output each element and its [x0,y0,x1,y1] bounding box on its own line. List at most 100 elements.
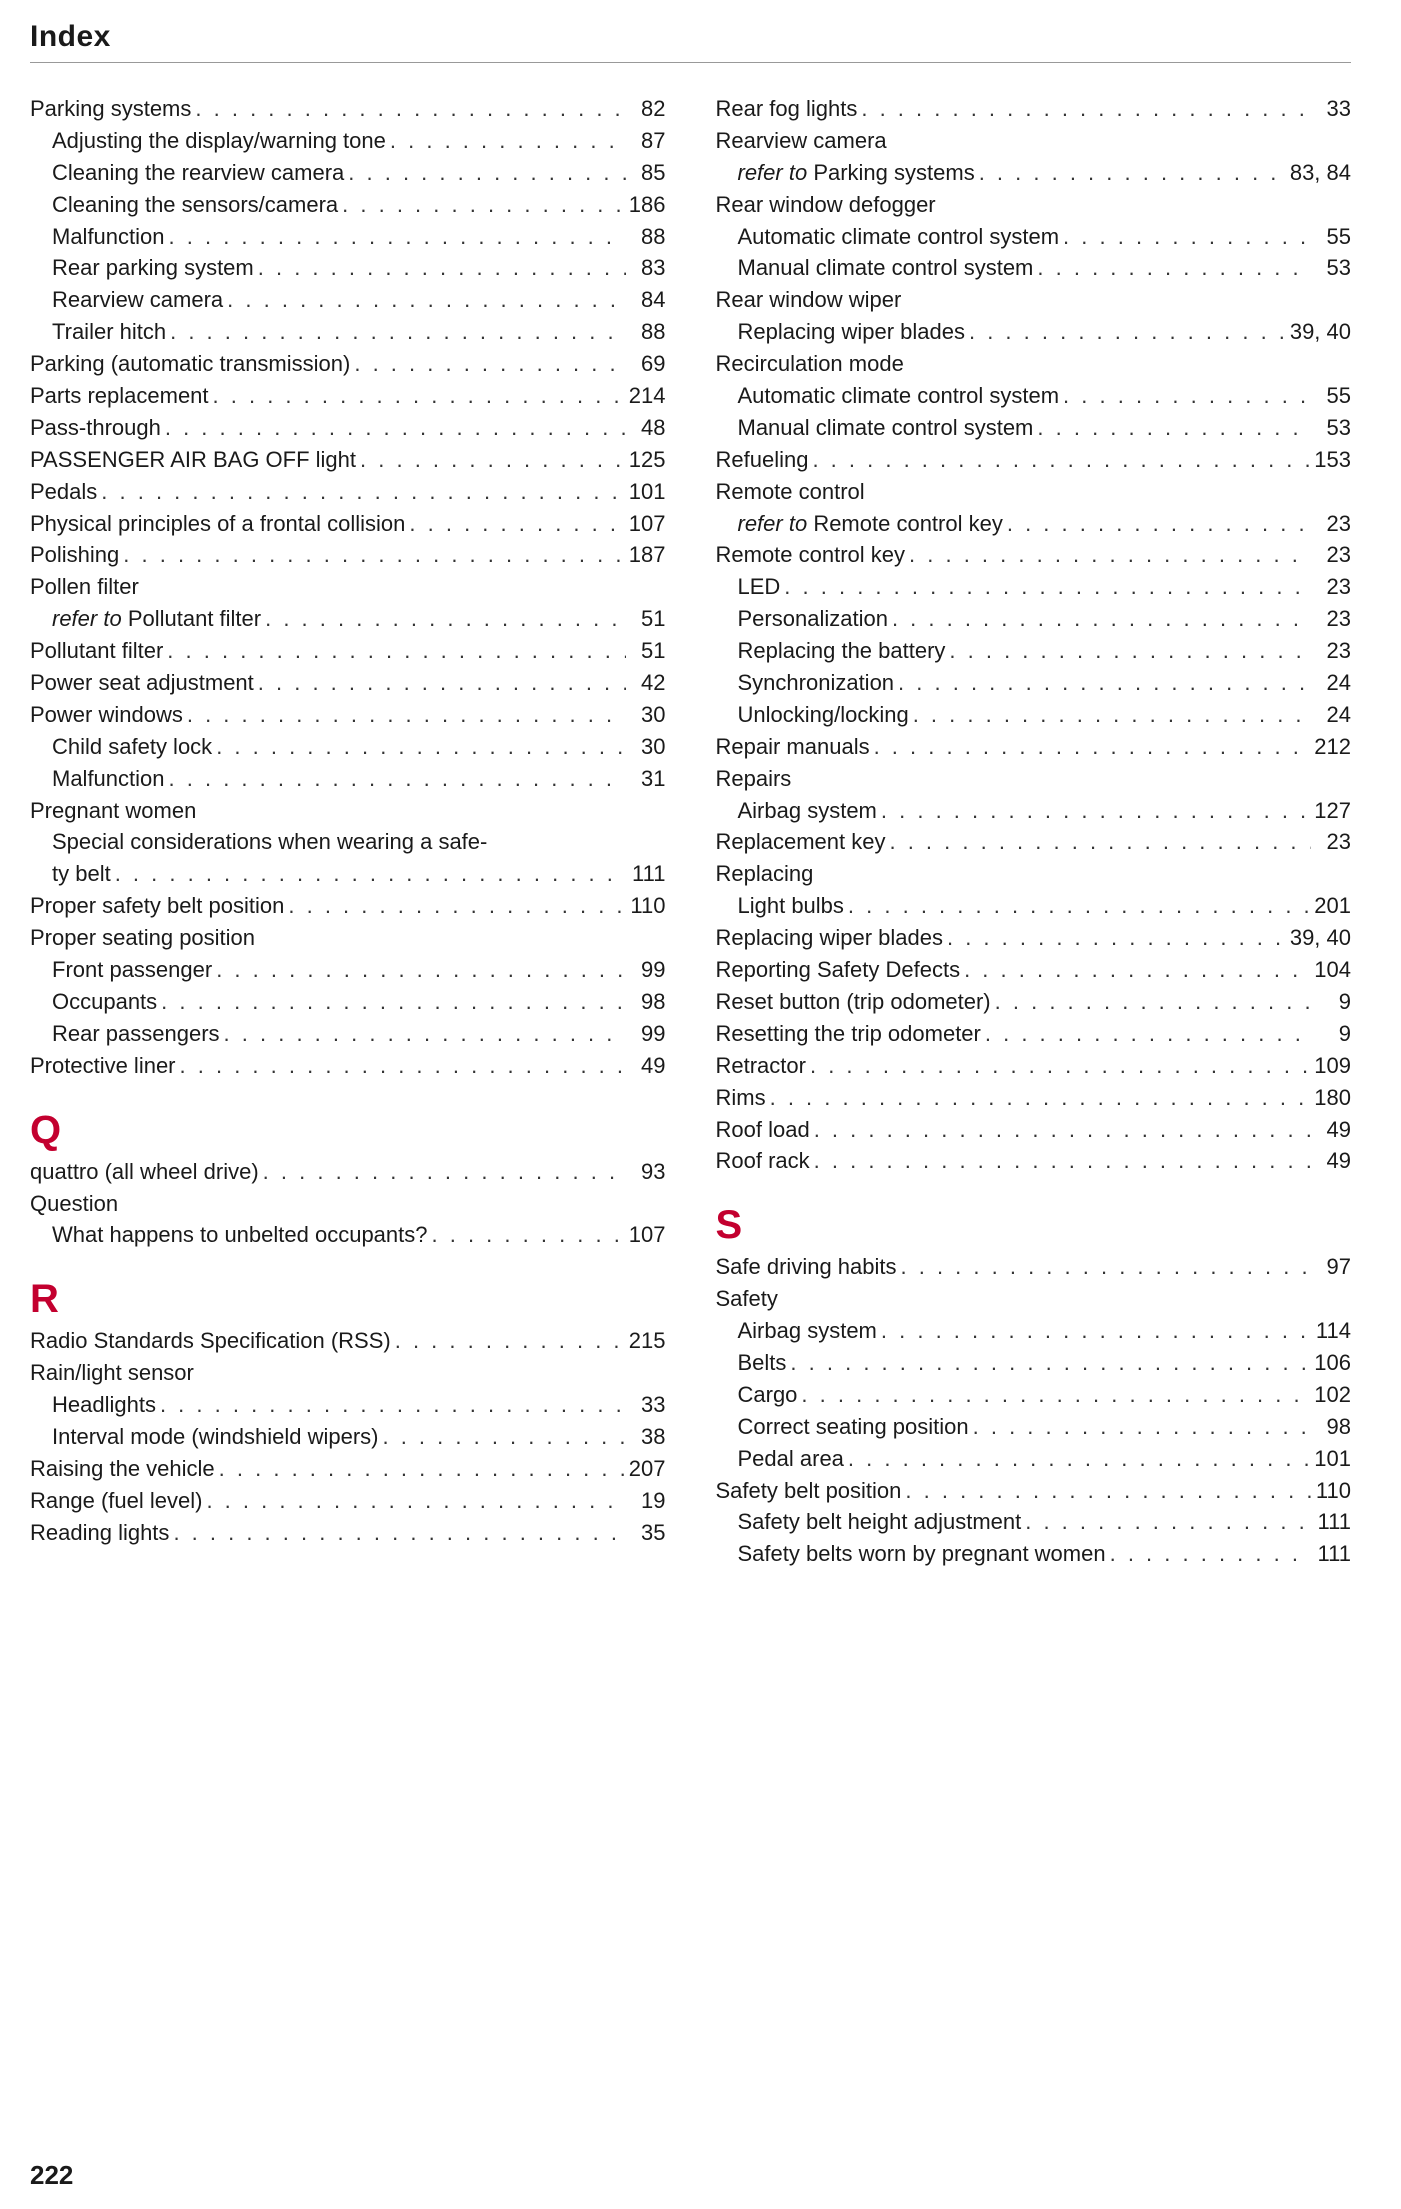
index-label-text: Belts [738,1350,787,1375]
leader-dots: . . . . . . . . . . . . . . . . . . . . … [165,763,626,795]
index-label: Safe driving habits [716,1251,897,1283]
index-label-text: Trailer hitch [52,319,166,344]
index-entry: Airbag system. . . . . . . . . . . . . .… [716,1315,1352,1347]
index-page: 215 [625,1325,666,1357]
leader-dots: . . . . . . . . . . . . . . . . . . . . … [897,1251,1312,1283]
leader-dots: . . . . . . . . . . . . . . . . . . . . … [215,1453,625,1485]
index-page: 49 [1311,1145,1351,1177]
index-label: PASSENGER AIR BAG OFF light [30,444,356,476]
index-page: 84 [626,284,666,316]
index-label: Cleaning the sensors/camera [52,189,338,221]
index-entry: Belts. . . . . . . . . . . . . . . . . .… [716,1347,1352,1379]
index-entry: Airbag system. . . . . . . . . . . . . .… [716,795,1352,827]
index-label-text: Safety belts worn by pregnant women [738,1541,1106,1566]
index-label-text: Adjusting the display/warning tone [52,128,386,153]
index-entry: refer to Parking systems. . . . . . . . … [716,157,1352,189]
index-label-text: ty belt [52,861,111,886]
index-page: 49 [626,1050,666,1082]
index-label-text: Rims [716,1085,766,1110]
index-entry: Adjusting the display/warning tone. . . … [30,125,666,157]
index-entry: Reporting Safety Defects. . . . . . . . … [716,954,1352,986]
index-label: Correct seating position [738,1411,969,1443]
index-label: Malfunction [52,763,165,795]
index-label-text: Remote control key [716,542,906,567]
leader-dots: . . . . . . . . . . . . . . . . . . . . … [176,1050,626,1082]
index-entry: Safety belt position. . . . . . . . . . … [716,1475,1352,1507]
index-label: refer to Pollutant filter [52,603,261,635]
leader-dots: . . . . . . . . . . . . . . . . . . . . … [119,539,625,571]
leader-dots: . . . . . . . . . . . . . . . . . . . . … [960,954,1310,986]
index-label-text: Front passenger [52,957,212,982]
index-page: 23 [1311,826,1351,858]
index-label-text: Cleaning the rearview camera [52,160,344,185]
index-entry: Question. . . . . . . . . . . . . . . . … [30,1188,666,1220]
index-entry: Replacement key. . . . . . . . . . . . .… [716,826,1352,858]
leader-dots: . . . . . . . . . . . . . . . . . . . . … [156,1389,626,1421]
page-header: Index [30,20,1351,63]
index-entry: Pollutant filter. . . . . . . . . . . . … [30,635,666,667]
index-entry: Malfunction. . . . . . . . . . . . . . .… [30,763,666,795]
index-entry: refer to Pollutant filter. . . . . . . .… [30,603,666,635]
index-page: 53 [1311,252,1351,284]
index-label: Manual climate control system [738,252,1034,284]
index-page: 83, 84 [1286,157,1351,189]
index-label-text: Physical principles of a frontal collisi… [30,511,405,536]
index-label: Cleaning the rearview camera [52,157,344,189]
leader-dots: . . . . . . . . . . . . . . . . . . . . … [1059,221,1311,253]
leader-dots: . . . . . . . . . . . . . . . . . . . . … [166,316,625,348]
leader-dots: . . . . . . . . . . . . . . . . . . . . … [1033,412,1311,444]
index-label: Radio Standards Specification (RSS) [30,1325,391,1357]
refer-to: refer to [738,511,814,536]
index-label: Airbag system [738,1315,877,1347]
leader-dots: . . . . . . . . . . . . . . . . . . . . … [975,157,1286,189]
index-label: Question [30,1188,118,1220]
index-label: Parking (automatic transmission) [30,348,350,380]
index-entry: Retractor. . . . . . . . . . . . . . . .… [716,1050,1352,1082]
index-entry: Correct seating position. . . . . . . . … [716,1411,1352,1443]
leader-dots: . . . . . . . . . . . . . . . . . . . . … [991,986,1311,1018]
index-entry: LED. . . . . . . . . . . . . . . . . . .… [716,571,1352,603]
index-page: 107 [625,1219,666,1251]
index-label: Rearview camera [52,284,223,316]
index-label: Refueling [716,444,809,476]
index-entry: What happens to unbelted occupants?. . .… [30,1219,666,1251]
index-entry: refer to Remote control key. . . . . . .… [716,508,1352,540]
leader-dots: . . . . . . . . . . . . . . . . . . . . … [261,603,625,635]
index-page: 83 [626,252,666,284]
index-label-text: Replacing the battery [738,638,946,663]
index-label-text: Radio Standards Specification (RSS) [30,1328,391,1353]
index-label: Power seat adjustment [30,667,254,699]
leader-dots: . . . . . . . . . . . . . . . . . . . . … [405,508,624,540]
index-page: 55 [1311,380,1351,412]
index-entry: Pedal area. . . . . . . . . . . . . . . … [716,1443,1352,1475]
index-label-text: Power seat adjustment [30,670,254,695]
index-label-text: Replacing [716,861,814,886]
index-label-text: Reporting Safety Defects [716,957,961,982]
index-label-text: Reset button (trip odometer) [716,989,991,1014]
index-label: Replacing wiper blades [738,316,965,348]
index-label-text: Pregnant women [30,798,196,823]
index-label-text: Pedal area [738,1446,844,1471]
index-label: Replacing [716,858,814,890]
leader-dots: . . . . . . . . . . . . . . . . . . . . … [386,125,626,157]
index-label: Pass-through [30,412,161,444]
index-label-text: Special considerations when wearing a sa… [52,829,487,854]
index-label: Parts replacement [30,380,209,412]
index-page: 87 [626,125,666,157]
index-entry: Rain/light sensor. . . . . . . . . . . .… [30,1357,666,1389]
index-label: Proper seating position [30,922,255,954]
index-entry: Polishing. . . . . . . . . . . . . . . .… [30,539,666,571]
leader-dots: . . . . . . . . . . . . . . . . . . . . … [877,1315,1311,1347]
index-label: Manual climate control system [738,412,1034,444]
index-label: Safety belts worn by pregnant women [738,1538,1106,1570]
index-label-text: Personalization [738,606,888,631]
index-label-text: Recirculation mode [716,351,904,376]
left-column: Parking systems. . . . . . . . . . . . .… [30,93,666,1570]
index-page: 93 [626,1156,666,1188]
leader-dots: . . . . . . . . . . . . . . . . . . . . … [350,348,625,380]
index-page: 180 [1310,1082,1351,1114]
leader-dots: . . . . . . . . . . . . . . . . . . . . … [981,1018,1311,1050]
index-entry: Automatic climate control system. . . . … [716,221,1352,253]
index-page: 23 [1311,539,1351,571]
index-entry: Rearview camera. . . . . . . . . . . . .… [716,125,1352,157]
